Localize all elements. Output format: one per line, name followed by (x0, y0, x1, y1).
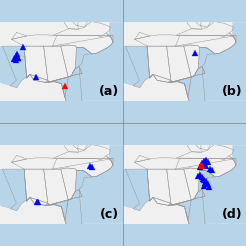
Text: (d): (d) (222, 208, 242, 221)
Text: (a): (a) (99, 85, 119, 98)
Polygon shape (172, 22, 246, 114)
Text: (b): (b) (222, 85, 242, 98)
Polygon shape (49, 22, 123, 114)
Polygon shape (49, 145, 123, 237)
Polygon shape (0, 46, 82, 109)
Polygon shape (123, 46, 205, 109)
Polygon shape (123, 169, 205, 232)
Text: (c): (c) (100, 208, 119, 221)
Polygon shape (172, 145, 246, 237)
Polygon shape (0, 169, 82, 232)
